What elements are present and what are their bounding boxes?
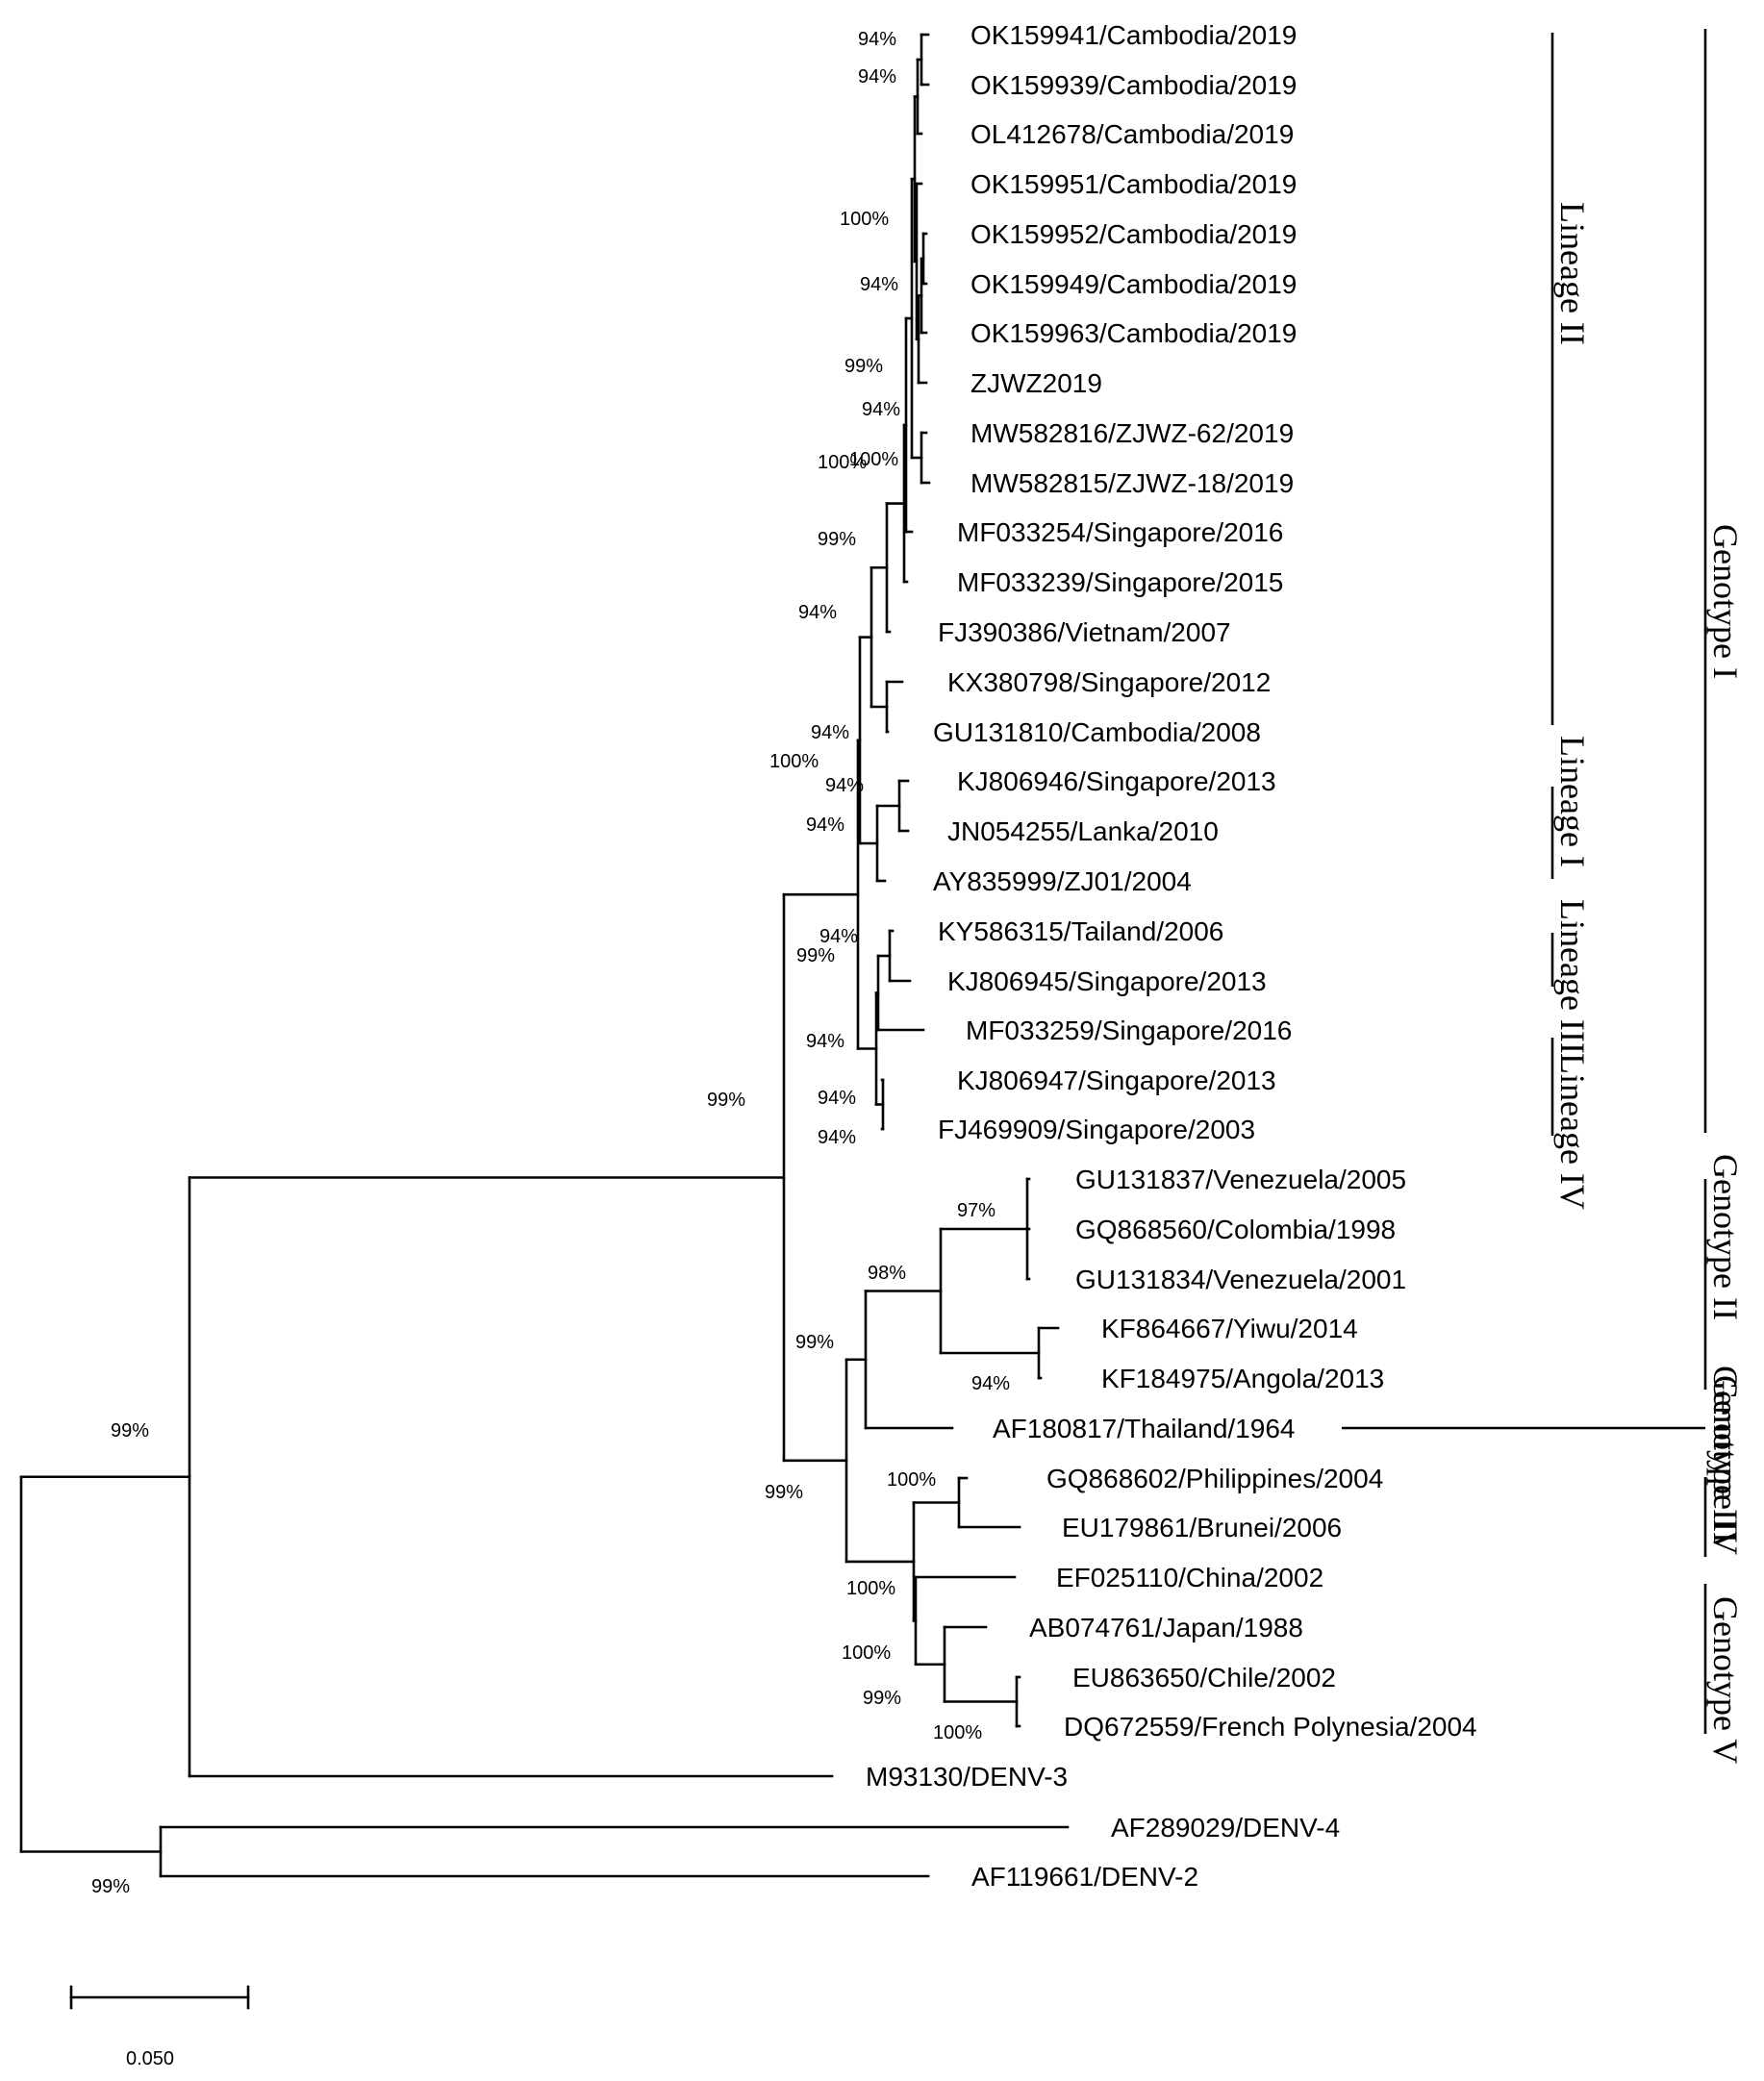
taxon-label: OK159952/Cambodia/2019 <box>970 219 1297 249</box>
taxon-label: KJ806945/Singapore/2013 <box>947 966 1267 996</box>
clade-label: Genotype V <box>1706 1596 1745 1764</box>
bootstrap-support-label: 97% <box>957 1200 995 1221</box>
taxon-label: DQ672559/French Polynesia/2004 <box>1064 1712 1477 1742</box>
taxon-label: AF119661/DENV-2 <box>971 1862 1198 1892</box>
taxon-label: OK159951/Cambodia/2019 <box>970 169 1297 199</box>
taxon-label: AF180817/Thailand/1964 <box>993 1414 1295 1443</box>
taxon-label: ZJWZ2019 <box>970 368 1102 398</box>
taxon-label: MF033254/Singapore/2016 <box>957 517 1283 547</box>
clade-label: Genotype III <box>1706 1366 1745 1543</box>
taxon-label: AF289029/DENV-4 <box>1111 1813 1340 1843</box>
bootstrap-support-label: 100% <box>842 1642 891 1664</box>
taxon-label: MW582815/ZJWZ-18/2019 <box>970 468 1294 498</box>
taxon-labels: OK159941/Cambodia/2019 OK159939/Cambodia/… <box>866 20 1477 1892</box>
clade-label: Lineage III <box>1553 899 1592 1054</box>
taxon-label: OL412678/Cambodia/2019 <box>970 119 1294 149</box>
bootstrap-support-label: 94% <box>806 815 844 836</box>
bootstrap-support-label: 100% <box>846 1578 895 1599</box>
taxon-label: KF864667/Yiwu/2014 <box>1101 1314 1358 1343</box>
bootstrap-support-label: 94% <box>806 1031 844 1052</box>
bootstrap-support-label: 94% <box>825 775 864 796</box>
bootstrap-support-label: 99% <box>111 1420 149 1442</box>
bootstrap-support-label: 100% <box>933 1722 982 1743</box>
scale-bar: 0.050 <box>69 1985 250 2069</box>
bootstrap-support-label: 94% <box>811 722 849 743</box>
taxon-label: OK159941/Cambodia/2019 <box>970 20 1297 50</box>
taxon-label: EU179861/Brunei/2006 <box>1062 1513 1342 1542</box>
taxon-label: FJ469909/Singapore/2003 <box>938 1115 1255 1144</box>
bootstrap-support-label: 94% <box>971 1373 1010 1394</box>
bootstrap-support-label: 99% <box>91 1876 130 1897</box>
scale-bar-label: 0.050 <box>126 2048 174 2069</box>
clade-label: Lineage I <box>1553 736 1592 867</box>
bootstrap-support-label: 98% <box>868 1263 906 1284</box>
clade-label: Genotype IV <box>1706 1375 1745 1555</box>
bootstrap-support-label: 94% <box>819 926 858 947</box>
taxon-label: AY835999/ZJ01/2004 <box>933 866 1192 896</box>
bootstrap-support-label: 99% <box>795 1332 834 1353</box>
taxon-label: MF033239/Singapore/2015 <box>957 567 1283 597</box>
taxon-label: GU131837/Venezuela/2005 <box>1075 1165 1406 1194</box>
taxon-label: GU131810/Cambodia/2008 <box>933 717 1261 747</box>
taxon-label: EF025110/China/2002 <box>1056 1563 1323 1592</box>
taxon-label: OK159949/Cambodia/2019 <box>970 269 1297 299</box>
clade-label: Lineage II <box>1553 202 1592 345</box>
bootstrap-support-label: 99% <box>818 529 856 550</box>
bootstrap-support-label: 100% <box>769 751 819 772</box>
taxon-label: GQ868560/Colombia/1998 <box>1075 1215 1396 1244</box>
bootstrap-support-label: 94% <box>798 602 837 623</box>
taxon-label: AB074761/Japan/1988 <box>1029 1613 1303 1642</box>
taxon-label: KY586315/Tailand/2006 <box>938 916 1223 946</box>
tree-branches <box>19 33 1070 1878</box>
taxon-label: KX380798/Singapore/2012 <box>947 667 1271 697</box>
taxon-label: OK159939/Cambodia/2019 <box>970 70 1297 100</box>
bootstrap-support-label: 94% <box>858 66 896 88</box>
bootstrap-support-label: 100% <box>818 452 867 473</box>
taxon-label: KJ806947/Singapore/2013 <box>957 1066 1276 1095</box>
taxon-label: FJ390386/Vietnam/2007 <box>938 617 1231 647</box>
bootstrap-support-label: 99% <box>707 1090 745 1111</box>
taxon-label: EU863650/Chile/2002 <box>1072 1663 1336 1692</box>
clade-label: Genotype II <box>1706 1154 1745 1320</box>
taxon-label: OK159963/Cambodia/2019 <box>970 318 1297 348</box>
bootstrap-support-label: 99% <box>863 1688 901 1709</box>
taxon-label: M93130/DENV-3 <box>866 1762 1068 1792</box>
bootstrap-support-label: 99% <box>765 1482 803 1503</box>
clade-label: Lineage IV <box>1553 1053 1592 1210</box>
taxon-label: GU131834/Venezuela/2001 <box>1075 1265 1406 1294</box>
bootstrap-support-label: 100% <box>849 449 898 470</box>
clade-label: Genotype I <box>1706 524 1745 679</box>
bootstrap-support-labels: 94%94%100%94%99%94%100%100%99%94%94%100%… <box>91 29 1010 1897</box>
bootstrap-support-label: 100% <box>840 209 889 230</box>
bootstrap-support-label: 94% <box>862 399 900 420</box>
taxon-label: KJ806946/Singapore/2013 <box>957 766 1276 796</box>
taxon-label: KF184975/Angola/2013 <box>1101 1364 1384 1393</box>
bootstrap-support-label: 99% <box>844 356 883 377</box>
bootstrap-support-label: 94% <box>860 274 898 295</box>
bootstrap-support-label: 94% <box>858 29 896 50</box>
taxon-label: MW582816/ZJWZ-62/2019 <box>970 418 1294 448</box>
taxon-label: MF033259/Singapore/2016 <box>966 1015 1292 1045</box>
bootstrap-support-label: 94% <box>818 1088 856 1109</box>
bootstrap-support-label: 94% <box>818 1127 856 1148</box>
bootstrap-support-label: 99% <box>796 945 835 966</box>
taxon-label: JN054255/Lanka/2010 <box>947 816 1219 846</box>
taxon-label: GQ868602/Philippines/2004 <box>1046 1464 1383 1493</box>
bootstrap-support-label: 100% <box>887 1469 936 1491</box>
